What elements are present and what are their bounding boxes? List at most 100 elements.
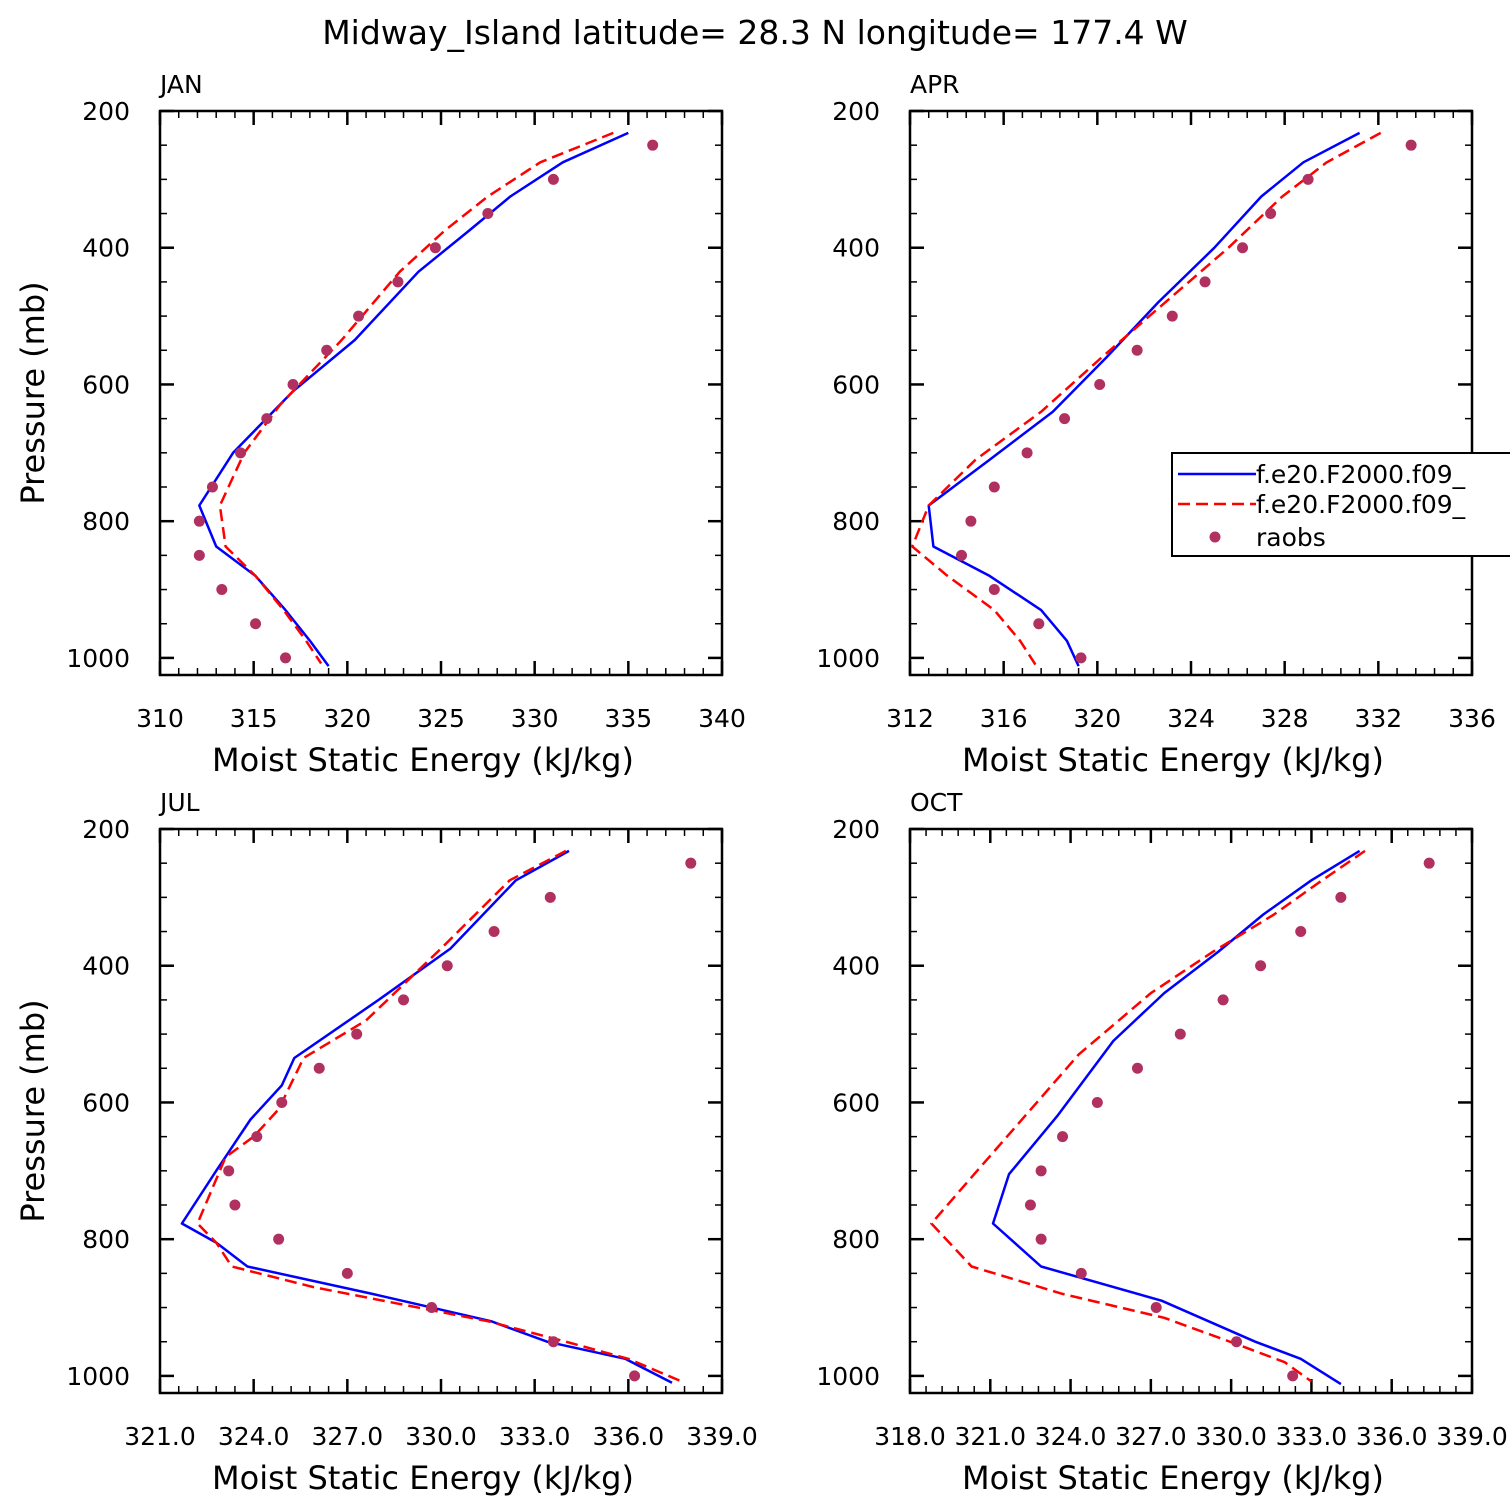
legend: f.e20.F2000.f09_f.e20.F2000.f09_raobs xyxy=(1171,452,1510,557)
raobs-point xyxy=(1302,173,1314,185)
raobs-point xyxy=(482,208,494,220)
raobs-point xyxy=(351,1028,363,1040)
model-line-dashed xyxy=(196,849,685,1384)
x-tick-label: 324.0 xyxy=(218,1422,290,1451)
raobs-point xyxy=(544,891,556,903)
y-tick-label: 400 xyxy=(82,952,130,981)
model-line-solid xyxy=(991,849,1361,1386)
x-axis-label: Moist Static Energy (kJ/kg) xyxy=(212,741,634,779)
x-tick-label: 321.0 xyxy=(954,1422,1026,1451)
raobs-point xyxy=(1075,1267,1087,1279)
raobs-point xyxy=(1033,618,1045,630)
x-tick-label: 315 xyxy=(230,704,278,733)
plot-frame xyxy=(908,827,1474,1395)
raobs-point xyxy=(1237,242,1249,254)
raobs-point xyxy=(313,1062,325,1074)
raobs-point xyxy=(251,1131,263,1143)
raobs-point xyxy=(1230,1336,1242,1348)
x-tick-label: 310 xyxy=(136,704,184,733)
x-tick-label: 339.0 xyxy=(1436,1422,1508,1451)
legend-label: f.e20.F2000.f09_ xyxy=(1256,490,1466,519)
series-group xyxy=(930,849,1435,1386)
y-tick-label: 600 xyxy=(82,1088,130,1117)
raobs-point xyxy=(321,344,333,356)
y-tick-label: 200 xyxy=(832,97,880,126)
x-tick-label: 339.0 xyxy=(686,1422,758,1451)
y-tick-label: 400 xyxy=(832,234,880,263)
raobs-point xyxy=(1174,1028,1186,1040)
raobs-point xyxy=(1287,1370,1299,1382)
raobs-point xyxy=(341,1267,353,1279)
raobs-point xyxy=(629,1370,641,1382)
raobs-point xyxy=(1150,1302,1162,1314)
legend-raobs-swatch xyxy=(1209,531,1221,543)
raobs-point xyxy=(1035,1165,1047,1177)
x-tick-label: 332 xyxy=(1354,704,1402,733)
y-tick-label: 1000 xyxy=(66,1362,130,1391)
model-line-dashed xyxy=(911,131,1382,667)
y-tick-label: 600 xyxy=(832,1088,880,1117)
raobs-point xyxy=(965,515,977,527)
raobs-point xyxy=(956,549,968,561)
raobs-point xyxy=(1255,960,1267,972)
raobs-point xyxy=(353,310,365,322)
raobs-point xyxy=(1024,1199,1036,1211)
legend-label: f.e20.F2000.f09_ xyxy=(1256,460,1466,489)
y-tick-label: 800 xyxy=(82,1225,130,1254)
panel-oct: OCT 318.0 321.0 324.0 327.0 330.0 333.0 336.0 33… xyxy=(816,788,1507,1497)
x-tick-label: 340 xyxy=(698,704,746,733)
raobs-point xyxy=(647,139,659,151)
panel-apr: APR 312 316 320 324 328 332 336 200 400 600 800 1000… xyxy=(816,70,1495,779)
series-group xyxy=(911,131,1417,667)
raobs-point xyxy=(1295,926,1307,938)
y-tick-label: 600 xyxy=(832,370,880,399)
x-tick-label: 325 xyxy=(417,704,465,733)
raobs-point xyxy=(1059,413,1071,425)
raobs-point xyxy=(426,1302,438,1314)
raobs-point xyxy=(193,515,205,527)
panel-label: JUL xyxy=(158,788,200,817)
raobs-point xyxy=(1021,447,1033,459)
panel-label: OCT xyxy=(910,788,963,817)
x-tick-label: 324 xyxy=(1167,704,1215,733)
x-axis-label: Moist Static Energy (kJ/kg) xyxy=(962,1459,1384,1497)
plot-frame xyxy=(158,109,724,677)
raobs-point xyxy=(988,584,1000,596)
raobs-point xyxy=(235,447,247,459)
raobs-point xyxy=(1094,378,1106,390)
raobs-point xyxy=(276,1096,288,1108)
x-tick-label: 333.0 xyxy=(499,1422,571,1451)
raobs-point xyxy=(392,276,404,288)
raobs-point xyxy=(398,994,410,1006)
x-axis-label: Moist Static Energy (kJ/kg) xyxy=(212,1459,634,1497)
panel-jul: JUL 321.0 324.0 327.0 330.0 333.0 336.0 339.0 20… xyxy=(14,788,758,1497)
raobs-point xyxy=(1217,994,1229,1006)
y-tick-label: 200 xyxy=(82,97,130,126)
raobs-point xyxy=(1199,276,1211,288)
plot-frame xyxy=(158,827,724,1395)
x-tick-label: 330.0 xyxy=(405,1422,477,1451)
raobs-point xyxy=(1035,1233,1047,1245)
raobs-point xyxy=(1075,652,1087,664)
raobs-point xyxy=(250,618,262,630)
x-tick-label: 316 xyxy=(980,704,1028,733)
x-tick-label: 335 xyxy=(604,704,652,733)
raobs-point xyxy=(1166,310,1178,322)
x-tick-label: 327.0 xyxy=(312,1422,384,1451)
raobs-point xyxy=(287,378,299,390)
panel-label: APR xyxy=(910,70,960,99)
raobs-point xyxy=(547,1336,559,1348)
x-tick-label: 312 xyxy=(886,704,934,733)
y-tick-label: 400 xyxy=(832,952,880,981)
x-tick-label: 328 xyxy=(1261,704,1309,733)
y-tick-label: 200 xyxy=(82,815,130,844)
y-axis-label: Pressure (mb) xyxy=(14,999,52,1222)
y-tick-label: 800 xyxy=(832,507,880,536)
raobs-point xyxy=(261,413,273,425)
y-tick-label: 1000 xyxy=(816,644,880,673)
x-tick-label: 321.0 xyxy=(124,1422,196,1451)
y-tick-label: 1000 xyxy=(66,644,130,673)
raobs-point xyxy=(193,549,205,561)
raobs-point xyxy=(1265,208,1277,220)
series-group xyxy=(180,849,697,1384)
